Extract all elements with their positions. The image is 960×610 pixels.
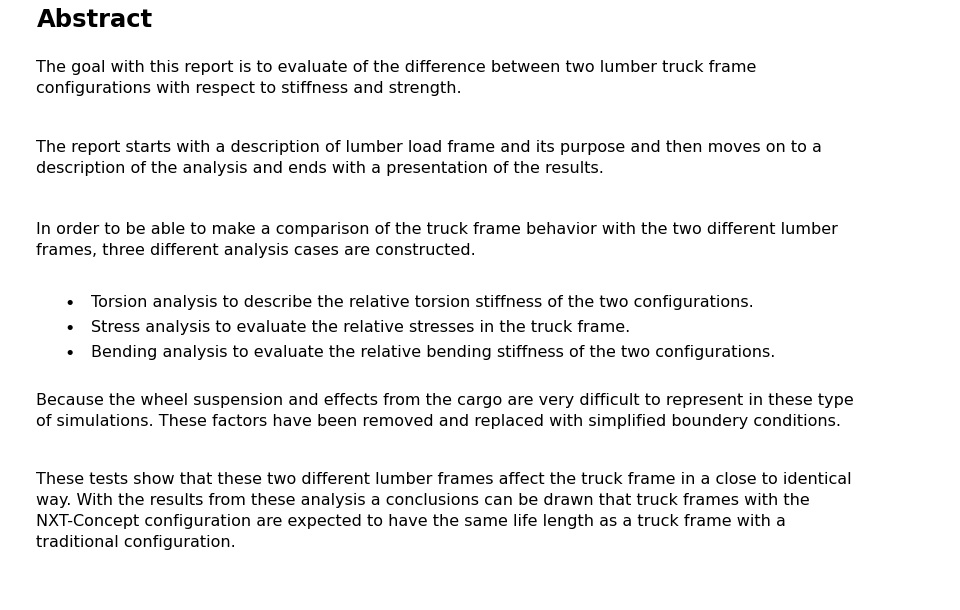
Text: •: • <box>64 345 74 363</box>
Text: Torsion analysis to describe the relative torsion stiffness of the two configura: Torsion analysis to describe the relativ… <box>91 295 754 310</box>
Text: Stress analysis to evaluate the relative stresses in the truck frame.: Stress analysis to evaluate the relative… <box>91 320 631 335</box>
Text: These tests show that these two different lumber frames affect the truck frame i: These tests show that these two differen… <box>36 472 852 550</box>
Text: •: • <box>64 295 74 313</box>
Text: In order to be able to make a comparison of the truck frame behavior with the tw: In order to be able to make a comparison… <box>36 222 838 258</box>
Text: The goal with this report is to evaluate of the difference between two lumber tr: The goal with this report is to evaluate… <box>36 60 756 96</box>
Text: Bending analysis to evaluate the relative bending stiffness of the two configura: Bending analysis to evaluate the relativ… <box>91 345 776 360</box>
Text: •: • <box>64 320 74 338</box>
Text: Abstract: Abstract <box>36 8 153 32</box>
Text: Because the wheel suspension and effects from the cargo are very difficult to re: Because the wheel suspension and effects… <box>36 393 854 429</box>
Text: The report starts with a description of lumber load frame and its purpose and th: The report starts with a description of … <box>36 140 823 176</box>
